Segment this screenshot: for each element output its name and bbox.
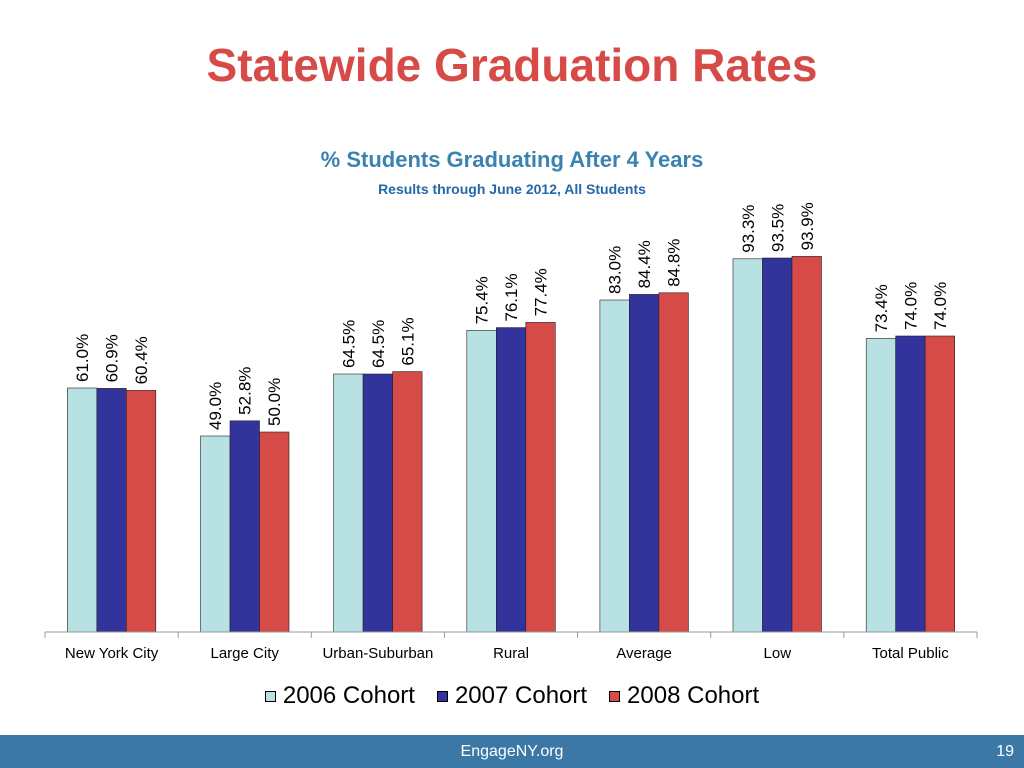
footer-site-label: EngageNY.org: [460, 743, 564, 760]
legend-swatch-2008: [609, 690, 621, 702]
data-label: 93.3%: [739, 205, 758, 253]
bar: [865, 338, 897, 633]
bar: [895, 335, 926, 633]
data-label: 84.4%: [635, 240, 654, 288]
bar: [732, 258, 763, 633]
chart-title: % Students Graduating After 4 Years: [320, 147, 704, 172]
footer-bar: EngageNY.org 19: [0, 735, 1024, 768]
data-label: 93.5%: [768, 204, 787, 252]
data-label: 77.4%: [532, 268, 551, 316]
bar: [229, 420, 260, 633]
bar: [495, 327, 527, 633]
bar: [200, 435, 231, 633]
data-label: 65.1%: [398, 317, 417, 365]
bar: [658, 292, 689, 633]
data-label: 74.0%: [901, 282, 920, 330]
bar: [333, 373, 364, 633]
data-label: 61.0%: [73, 334, 92, 382]
data-label: 75.4%: [473, 276, 492, 324]
legend-item-2007-cohort: 2007 Cohort: [436, 682, 588, 710]
bar: [392, 371, 423, 633]
chart-subtitle: Results through June 2012, All Students: [378, 181, 646, 197]
bar: [525, 322, 556, 633]
legend-swatch-2006: [264, 690, 276, 702]
data-label: 64.5%: [369, 320, 388, 368]
legend-swatch-2007: [436, 690, 448, 702]
data-label: 73.4%: [872, 284, 891, 332]
data-label: 50.0%: [265, 378, 284, 426]
bar: [466, 330, 497, 633]
bar: [259, 431, 290, 633]
legend-label-2006: 2006 Cohort: [282, 682, 415, 709]
x-tick-label: Average: [616, 645, 672, 662]
x-tick-label: Rural: [493, 645, 529, 662]
data-label: 49.0%: [206, 382, 225, 430]
x-tick-label: New York City: [65, 645, 159, 662]
bar: [126, 390, 157, 633]
bar: [67, 387, 98, 633]
bar-chart: 61.0% 60.9% 60.4% New York City 49.0% 52.8% 50…: [44, 202, 978, 662]
bar: [924, 335, 956, 633]
data-label: 84.8%: [665, 239, 684, 287]
page-number: 19: [996, 743, 1014, 760]
bar: [629, 294, 660, 633]
data-label: 83.0%: [606, 246, 625, 294]
bar: [362, 373, 393, 633]
chart-legend: 2006 Cohort 2007 Cohort 2008 Cohort: [0, 682, 1024, 710]
x-tick-label: Low: [764, 645, 792, 662]
data-label: 64.5%: [339, 320, 358, 368]
legend-label-2008: 2008 Cohort: [627, 682, 760, 709]
legend-item-2006-cohort: 2006 Cohort: [264, 682, 415, 710]
data-label: 93.9%: [798, 202, 817, 250]
data-label: 76.1%: [502, 273, 521, 321]
legend-item-2008-cohort: 2008 Cohort: [609, 682, 759, 710]
bar: [762, 257, 793, 633]
bar: [599, 299, 630, 633]
bar: [791, 256, 822, 633]
data-label: 74.0%: [931, 282, 950, 330]
x-tick-label: Urban-Suburban: [322, 645, 433, 662]
legend-label-2007: 2007 Cohort: [454, 682, 588, 709]
x-tick-label: Total Public: [872, 645, 949, 662]
slide-title: Statewide Graduation Rates: [206, 39, 818, 91]
data-label: 60.9%: [103, 334, 122, 382]
data-label: 60.4%: [132, 336, 151, 384]
data-label: 52.8%: [236, 367, 255, 415]
bar: [96, 388, 127, 633]
x-tick-label: Large City: [211, 645, 280, 662]
